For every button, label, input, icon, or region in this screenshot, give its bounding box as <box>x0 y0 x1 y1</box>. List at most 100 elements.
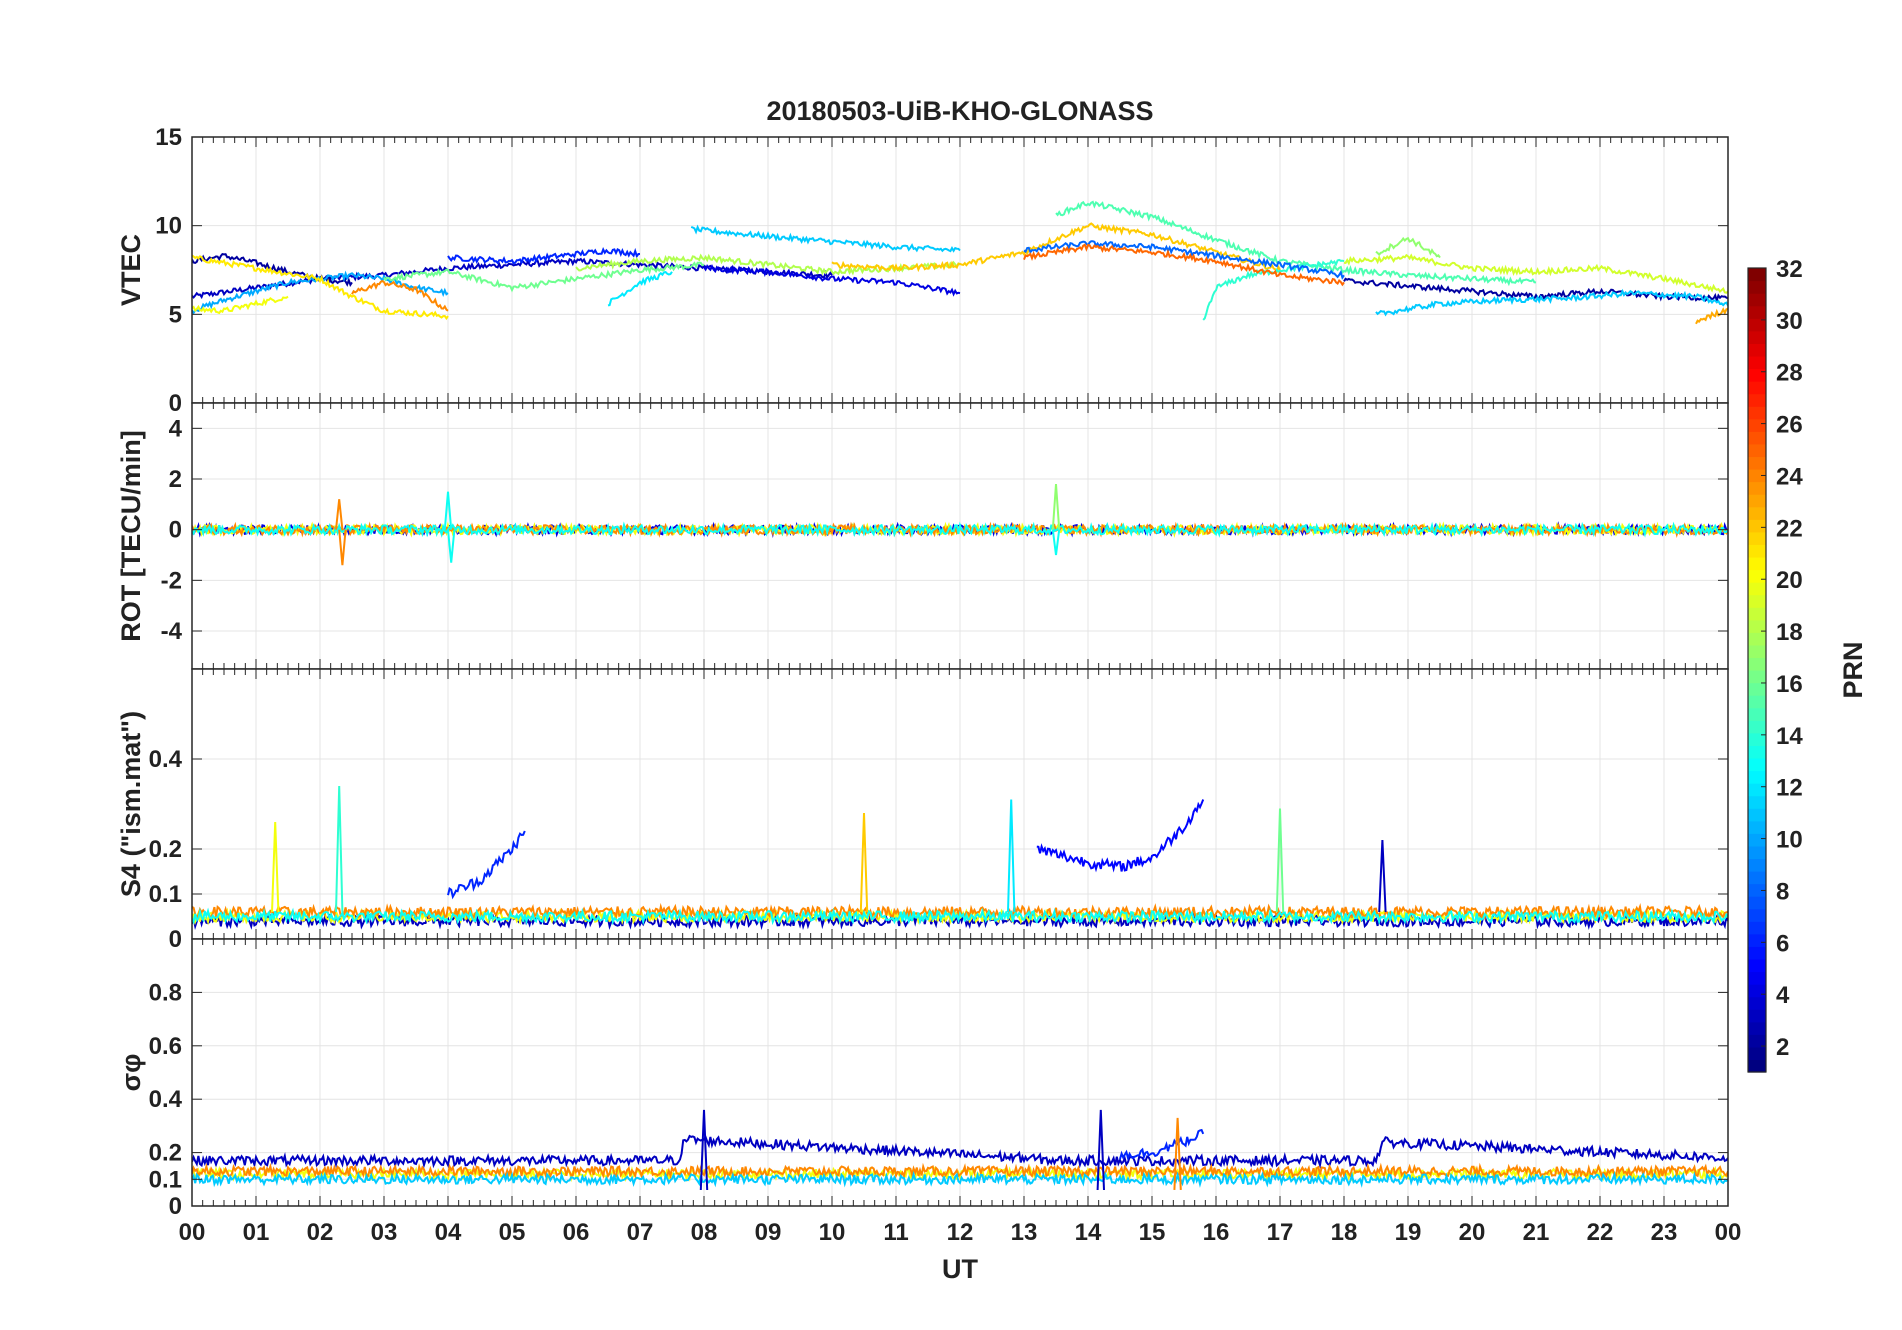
x-tick-label: 17 <box>1267 1219 1294 1246</box>
colorbar-swatch <box>1748 783 1766 797</box>
colorbar-tick-label: 10 <box>1776 827 1803 854</box>
x-tick-label: 08 <box>691 1219 718 1246</box>
series-line-prn-24 <box>351 279 449 312</box>
series-line-prn-11 <box>690 224 961 253</box>
series-group <box>192 785 1728 931</box>
chart-title: 20180503-UiB-KHO-GLONASS <box>766 96 1153 126</box>
spike-prn-24 <box>335 499 344 530</box>
colorbar-tick-label: 12 <box>1776 775 1803 802</box>
series-group <box>192 483 1728 566</box>
series-line-prn-20 <box>192 295 289 315</box>
series-line-prn-16 <box>383 261 705 293</box>
spike-prn-13 <box>1051 529 1061 556</box>
panel-1: 0 5 10 15 VTEC <box>116 124 1729 417</box>
colorbar-swatch <box>1748 921 1766 935</box>
colorbar-swatch <box>1748 682 1766 696</box>
colorbar-swatch <box>1748 845 1766 860</box>
colorbar-swatch <box>1748 720 1766 734</box>
y-tick-label: 2 <box>169 466 182 493</box>
colorbar-swatch <box>1748 984 1766 998</box>
series-line-prn-4 <box>703 263 961 297</box>
colorbar-swatch <box>1748 670 1766 684</box>
x-axis-label: UT <box>942 1254 978 1284</box>
x-tick-label: 07 <box>627 1219 654 1246</box>
series-line-prn-20 <box>192 907 1728 926</box>
colorbar-tick-label: 30 <box>1776 308 1803 335</box>
colorbar-tick-label: 32 <box>1776 256 1803 283</box>
colorbar-swatch <box>1748 858 1766 872</box>
spike-prn-14 <box>335 785 344 913</box>
colorbar-swatch <box>1748 933 1766 947</box>
colorbar-tick-label: 28 <box>1776 360 1803 387</box>
colorbar-swatch <box>1748 506 1766 520</box>
colorbar-swatch <box>1748 544 1766 558</box>
y-tick-label: 0 <box>169 1193 182 1220</box>
y-tick-label: 15 <box>155 124 182 151</box>
colorbar-swatch <box>1748 343 1766 357</box>
y-tick-label: 0 <box>169 926 182 953</box>
spike-prn-17 <box>1051 483 1061 530</box>
spike-prn-3 <box>699 1109 709 1191</box>
colorbar-swatch <box>1748 808 1766 822</box>
colorbar-swatch <box>1748 330 1766 344</box>
colorbar-swatch <box>1748 481 1766 495</box>
colorbar-swatch <box>1748 1021 1766 1035</box>
y-tick-label: 0.1 <box>149 1166 182 1193</box>
colorbar-tick-label: 26 <box>1776 412 1803 439</box>
x-tick-label: 16 <box>1203 1219 1230 1246</box>
x-tick-label: 19 <box>1395 1219 1422 1246</box>
colorbar-swatch <box>1748 883 1766 897</box>
colorbar-swatch <box>1748 757 1766 772</box>
y-tick-label: 0.1 <box>149 881 182 908</box>
colorbar-tick-label: 20 <box>1776 567 1803 594</box>
colorbar-swatch <box>1748 556 1766 571</box>
series-line-prn-24 <box>192 1162 1728 1180</box>
spike-prn-20 <box>271 821 280 913</box>
colorbar-swatch <box>1748 644 1766 659</box>
series-line-prn-6 <box>1119 1128 1205 1162</box>
y-tick-label: 0.2 <box>149 836 182 863</box>
colorbar-tick-label: 4 <box>1776 982 1790 1009</box>
colorbar-swatch <box>1748 619 1766 633</box>
colorbar-swatch <box>1748 443 1766 458</box>
colorbar-swatch <box>1748 996 1766 1010</box>
colorbar-swatch <box>1748 795 1766 809</box>
x-tick-label: 00 <box>179 1219 206 1246</box>
series-line-prn-3 <box>192 1134 1728 1169</box>
colorbar-swatch <box>1748 871 1766 885</box>
colorbar-swatch <box>1748 280 1766 294</box>
series-line-prn-22 <box>831 222 1281 274</box>
x-tick-label: 21 <box>1523 1219 1550 1246</box>
x-tick-label: 05 <box>499 1219 526 1246</box>
colorbar-tick-label: 22 <box>1776 515 1803 542</box>
colorbar-swatch <box>1748 582 1766 596</box>
colorbar-tick-label: 8 <box>1776 878 1789 905</box>
colorbar-swatch <box>1748 820 1766 834</box>
colorbar-swatch <box>1748 494 1766 508</box>
colorbar-swatch <box>1748 958 1766 973</box>
series-line-prn-15 <box>1055 200 1537 287</box>
colorbar-swatch <box>1748 657 1766 671</box>
panel-4: 00.10.2 0.4 0.6 0.8 σφ 00 01 02 03 04 05 06 07 08 09 10… <box>116 938 1741 1284</box>
y-axis-label: VTEC <box>116 234 146 306</box>
colorbar-swatch <box>1748 1009 1766 1023</box>
y-tick-label: 5 <box>169 301 182 328</box>
panel-3: 0 0.1 0.2 0.4S4 ("ism.mat") <box>116 668 1729 953</box>
colorbar-swatch <box>1748 318 1766 332</box>
series-line-prn-19 <box>1343 253 1728 294</box>
series-line-prn-12 <box>607 271 673 307</box>
colorbar-swatch <box>1748 355 1766 370</box>
colorbar-swatch <box>1748 607 1766 621</box>
colorbar-swatch <box>1748 393 1766 407</box>
series-line-prn-6 <box>447 247 640 265</box>
colorbar-swatch <box>1748 531 1766 545</box>
spike-prn-3 <box>1378 839 1387 913</box>
y-tick-label: 10 <box>155 213 182 240</box>
colorbar-swatch <box>1748 707 1766 721</box>
colorbar-swatch <box>1748 469 1766 483</box>
colorbar-swatch <box>1748 418 1766 432</box>
y-tick-label: 0.6 <box>149 1033 182 1060</box>
spike-prn-3 <box>1096 1109 1105 1191</box>
spike-prn-13 <box>447 529 456 563</box>
